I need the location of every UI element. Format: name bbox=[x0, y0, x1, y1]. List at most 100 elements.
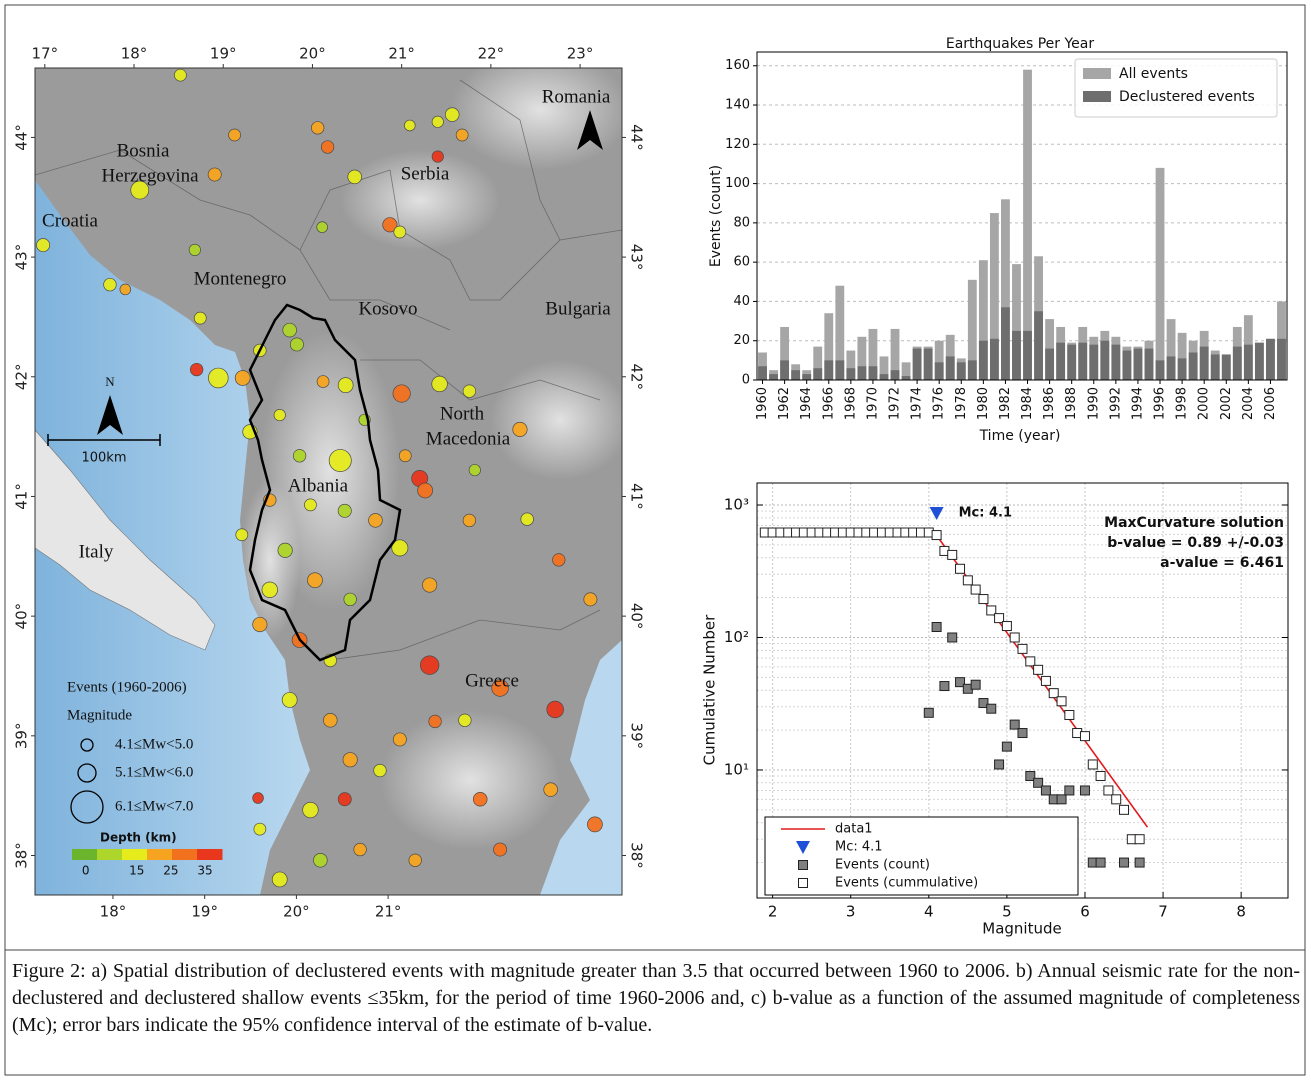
legend-label: All events bbox=[1119, 66, 1188, 82]
bar bbox=[1155, 167, 1165, 380]
bar bbox=[1012, 264, 1021, 380]
map-tick-label: 42° bbox=[13, 363, 31, 390]
event bbox=[190, 362, 204, 377]
bar bbox=[813, 346, 823, 380]
bar bbox=[1001, 307, 1010, 380]
bar bbox=[780, 360, 790, 380]
bar bbox=[1266, 338, 1275, 380]
event bbox=[316, 375, 330, 388]
north-arrow bbox=[577, 110, 603, 150]
event bbox=[419, 655, 440, 675]
bar bbox=[1012, 330, 1021, 380]
colorbar-segment bbox=[197, 849, 223, 860]
bar bbox=[769, 374, 778, 380]
square-marker bbox=[1056, 696, 1067, 707]
bar bbox=[1133, 348, 1143, 380]
square-marker bbox=[1087, 759, 1098, 770]
x-tick-label: 8 bbox=[1236, 903, 1246, 921]
bar bbox=[835, 360, 845, 380]
square-marker bbox=[1040, 785, 1051, 796]
x-tick-label: 1994 bbox=[1130, 387, 1145, 420]
legend-label: Events (cummulative) bbox=[835, 876, 978, 891]
y-axis-label: Events (count) bbox=[708, 165, 724, 267]
size-legend bbox=[80, 738, 94, 752]
legend-swatch bbox=[1083, 91, 1111, 102]
bar bbox=[813, 368, 823, 380]
square-marker bbox=[1017, 643, 1028, 654]
square-marker bbox=[1025, 656, 1036, 667]
y-tick-label: 20 bbox=[733, 333, 750, 348]
x-tick-label: 1960 bbox=[755, 387, 770, 420]
square-marker bbox=[978, 698, 989, 709]
y-tick-label: 80 bbox=[733, 215, 750, 230]
square-marker bbox=[1009, 632, 1020, 643]
square-marker bbox=[1119, 857, 1130, 868]
bar bbox=[1166, 319, 1176, 380]
legend-subtitle: Magnitude bbox=[67, 707, 132, 723]
bar bbox=[1188, 352, 1198, 380]
event bbox=[277, 542, 293, 558]
borders bbox=[35, 79, 622, 661]
event bbox=[428, 714, 442, 729]
square-marker bbox=[1048, 688, 1059, 699]
map-tick-label: 44° bbox=[628, 124, 646, 151]
legend-label: Declustered events bbox=[1119, 89, 1255, 105]
map-tick-label: 44° bbox=[13, 124, 31, 151]
event bbox=[337, 377, 354, 394]
x-tick-label: 4 bbox=[924, 903, 934, 921]
map-tick-label: 38° bbox=[13, 842, 31, 869]
bar bbox=[802, 374, 812, 380]
x-tick-label: 1968 bbox=[843, 387, 858, 420]
country-label: Herzegovina bbox=[101, 165, 199, 186]
bar bbox=[1056, 342, 1066, 380]
bar bbox=[1199, 346, 1209, 380]
event bbox=[392, 732, 407, 747]
x-tick-label: 3 bbox=[846, 903, 856, 921]
bar bbox=[879, 356, 889, 380]
relief bbox=[340, 150, 500, 250]
country-label: Montenegro bbox=[194, 268, 287, 289]
legend-label: data1 bbox=[835, 822, 873, 837]
colorbar-segment bbox=[97, 849, 123, 860]
relief bbox=[490, 360, 622, 480]
x-tick-label: 1980 bbox=[976, 387, 991, 420]
event bbox=[313, 853, 328, 868]
mc-marker bbox=[929, 507, 944, 521]
bar bbox=[923, 348, 933, 380]
colorbar-tick-label: 35 bbox=[197, 864, 212, 878]
square-marker bbox=[931, 621, 942, 632]
map-tick-label: 41° bbox=[13, 483, 31, 510]
map-tick-label: 18° bbox=[100, 903, 127, 921]
country-label: Italy bbox=[79, 541, 114, 562]
scale-label: 100km bbox=[81, 451, 126, 466]
event bbox=[373, 763, 387, 778]
event bbox=[130, 180, 150, 200]
square-marker bbox=[1009, 719, 1020, 730]
x-tick-label: 1992 bbox=[1108, 387, 1123, 420]
bar bbox=[901, 362, 911, 380]
y-tick-label: 10² bbox=[724, 628, 749, 646]
caption: Figure 2: a) Spatial distribution of dec… bbox=[12, 960, 1300, 1036]
map-tick-label: 39° bbox=[13, 723, 31, 750]
country-label: Serbia bbox=[401, 163, 450, 184]
square-marker bbox=[994, 759, 1005, 770]
bar bbox=[1232, 346, 1242, 380]
map-tick-label: 21° bbox=[388, 45, 415, 63]
chart-title: Earthquakes Per Year bbox=[946, 36, 1094, 52]
bar bbox=[780, 326, 790, 380]
legend-label: Mc: 4.1 bbox=[835, 840, 883, 855]
y-tick-label: 10³ bbox=[724, 496, 749, 514]
country-label: Croatia bbox=[42, 210, 98, 231]
y-tick-label: 120 bbox=[725, 137, 750, 152]
bar bbox=[879, 374, 889, 380]
square-marker bbox=[1033, 664, 1044, 675]
sea bbox=[35, 180, 310, 895]
x-axis-label: Time (year) bbox=[979, 428, 1061, 444]
square-marker bbox=[970, 679, 981, 690]
event bbox=[252, 792, 264, 804]
country-label: North bbox=[440, 403, 485, 424]
mc-marker bbox=[796, 841, 810, 854]
bar bbox=[835, 285, 845, 380]
event bbox=[431, 375, 448, 393]
